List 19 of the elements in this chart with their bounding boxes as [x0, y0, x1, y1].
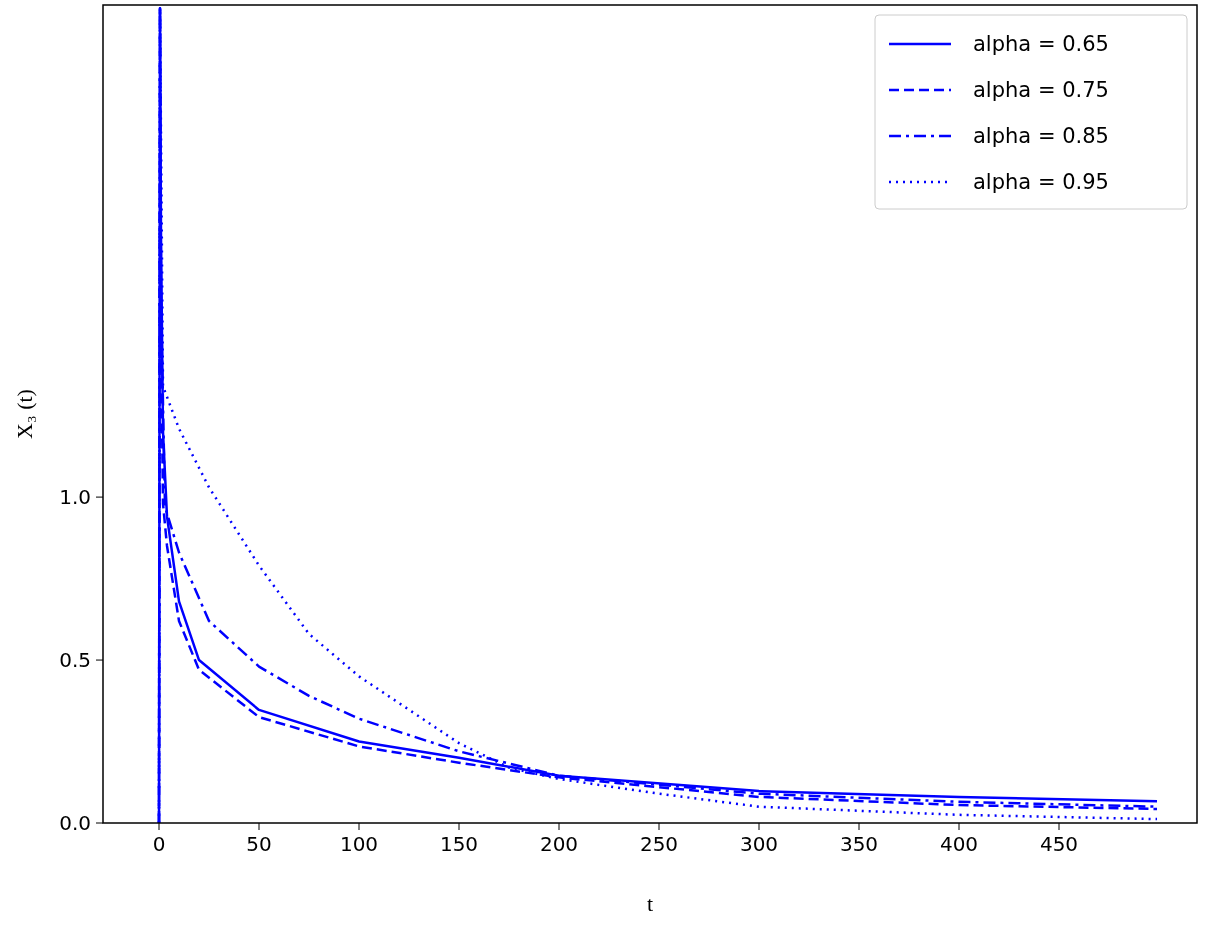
x-axis-title: t: [646, 891, 654, 916]
x-tick-label: 300: [739, 832, 779, 856]
x-tick-label: 250: [639, 832, 679, 856]
y-axis-title: X₃ (t): [12, 389, 37, 439]
x-tick-label: 150: [439, 832, 479, 856]
x-tick-label: 400: [939, 832, 979, 856]
legend-label: alpha = 0.95: [973, 170, 1109, 194]
x-tick-label: 200: [539, 832, 579, 856]
x-tick-label: 100: [339, 832, 379, 856]
y-tick-label: 1.0: [59, 485, 91, 510]
legend-label: alpha = 0.75: [973, 78, 1109, 102]
y-tick-label: 0.0: [59, 811, 91, 835]
x-tick-label: 50: [246, 832, 272, 856]
legend-label: alpha = 0.85: [973, 124, 1109, 148]
x-tick-label: 0: [152, 832, 166, 856]
legend-label: alpha = 0.65: [973, 32, 1109, 56]
x-tick-label: 350: [839, 832, 879, 856]
y-tick-label: 0.5: [59, 648, 91, 673]
x-tick-label: 450: [1039, 832, 1079, 856]
